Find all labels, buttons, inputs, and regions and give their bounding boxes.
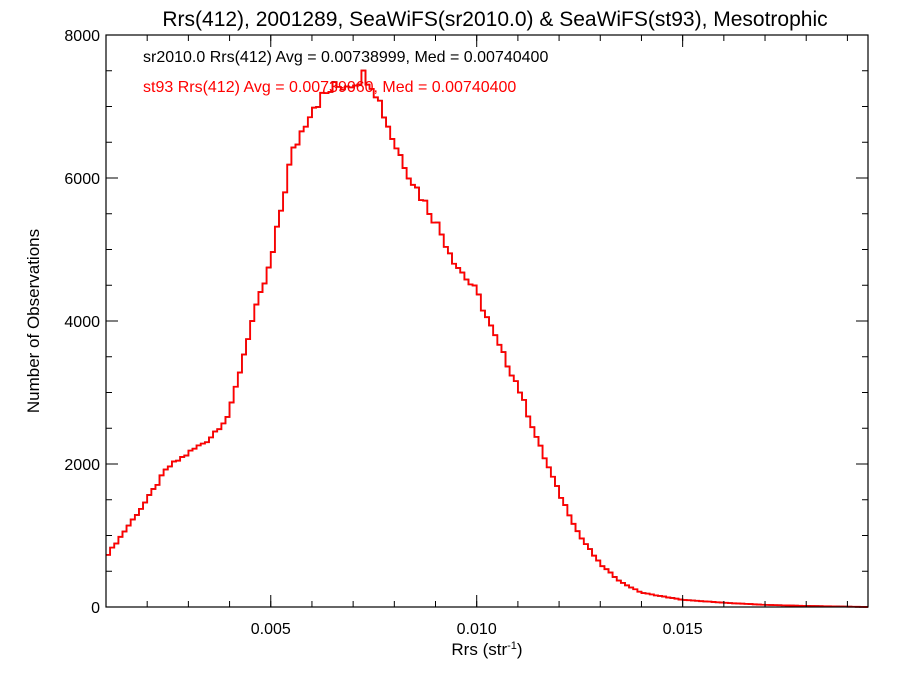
axis-ticks: 0.005 0.010 0.015 0 2000 4000 6000 8000 — [64, 28, 868, 638]
legend-annotation-st93: st93 Rrs(412) Avg = 0.00739060, Med = 0.… — [143, 79, 516, 96]
plot-frame — [105, 34, 869, 608]
series-layer — [106, 69, 868, 608]
y-tick-label: 4000 — [64, 314, 100, 331]
legend-annotation-sr2010: sr2010.0 Rrs(412) Avg = 0.00738999, Med … — [143, 49, 548, 66]
x-axis-label-main: Rrs (str — [451, 640, 507, 659]
y-tick-label: 2000 — [64, 457, 100, 474]
y-tick-label: 6000 — [64, 171, 100, 188]
x-tick-label: 0.010 — [457, 621, 497, 638]
chart-title: Rrs(412), 2001289, SeaWiFS(sr2010.0) & S… — [162, 8, 827, 31]
y-axis-label: Number of Observations — [24, 229, 43, 413]
x-tick-label: 0.005 — [251, 621, 291, 638]
x-axis-label-end: ) — [517, 640, 523, 659]
y-tick-label: 8000 — [64, 28, 100, 45]
x-axis-label-superscript: -1 — [507, 640, 517, 652]
y-tick-label: 0 — [91, 600, 100, 617]
series-line-1 — [106, 69, 868, 608]
x-axis-label: Rrs (str-1) — [451, 640, 522, 659]
x-tick-label: 0.015 — [663, 621, 703, 638]
series-line-0 — [106, 69, 868, 608]
